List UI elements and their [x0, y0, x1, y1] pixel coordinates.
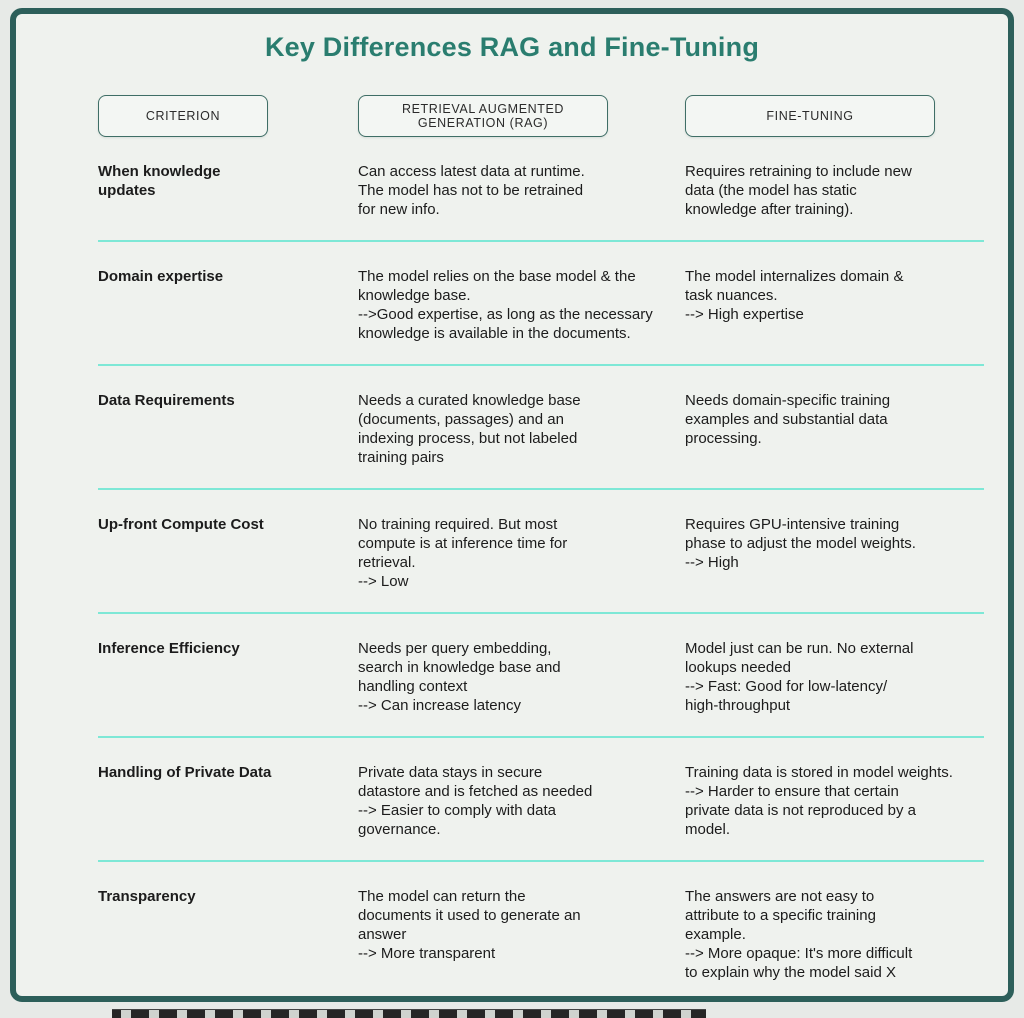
page-card: Key Differences RAG and Fine-Tuning CRIT…: [10, 8, 1014, 1002]
header-criterion: CRITERION: [98, 95, 268, 137]
rag-cell: Needs per query embedding, search in kno…: [358, 640, 561, 714]
finetuning-cell: The model internalizes domain & task nua…: [685, 268, 904, 323]
page-title: Key Differences RAG and Fine-Tuning: [264, 32, 760, 62]
table-row: Inference Efficiency Needs per query emb…: [98, 614, 984, 738]
rag-cell: The model relies on the base model & the…: [358, 268, 653, 342]
criterion-label: Data Requirements: [98, 392, 235, 409]
header-finetuning: FINE-TUNING: [685, 95, 935, 137]
criterion-label: Handling of Private Data: [98, 764, 272, 781]
criterion-label: Inference Efficiency: [98, 640, 240, 657]
finetuning-cell: The answers are not easy to attribute to…: [685, 888, 913, 981]
rag-cell: The model can return the documents it us…: [358, 888, 581, 962]
comparison-table: CRITERION RETRIEVAL AUGMENTED GENERATION…: [98, 95, 984, 1003]
criterion-label: Transparency: [98, 888, 196, 905]
criterion-label: Domain expertise: [98, 268, 224, 285]
rag-cell: Private data stays in secure datastore a…: [358, 764, 593, 838]
criterion-label: When knowledge updates: [98, 163, 221, 199]
table-row: When knowledge updates Can access latest…: [98, 137, 984, 242]
table-row: Data Requirements Needs a curated knowle…: [98, 366, 984, 490]
filmstrip-decoration: [112, 1009, 706, 1018]
table-row: Transparency The model can return the do…: [98, 862, 984, 1003]
table-row: Domain expertise The model relies on the…: [98, 242, 984, 366]
finetuning-cell: Requires retraining to include new data …: [685, 163, 912, 218]
finetuning-cell: Training data is stored in model weights…: [685, 764, 953, 838]
finetuning-cell: Needs domain-specific training examples …: [685, 392, 891, 447]
finetuning-cell: Model just can be run. No external looku…: [685, 640, 914, 714]
header-row: CRITERION RETRIEVAL AUGMENTED GENERATION…: [98, 95, 984, 137]
table-row: Up-front Compute Cost No training requir…: [98, 490, 984, 614]
rag-cell: Needs a curated knowledge base (document…: [358, 392, 581, 466]
criterion-label: Up-front Compute Cost: [98, 516, 264, 533]
rag-cell: Can access latest data at runtime. The m…: [358, 163, 585, 218]
table-row: Handling of Private Data Private data st…: [98, 738, 984, 862]
finetuning-cell: Requires GPU-intensive training phase to…: [685, 516, 916, 571]
header-rag: RETRIEVAL AUGMENTED GENERATION (RAG): [358, 95, 608, 137]
rag-cell: No training required. But most compute i…: [358, 516, 568, 590]
